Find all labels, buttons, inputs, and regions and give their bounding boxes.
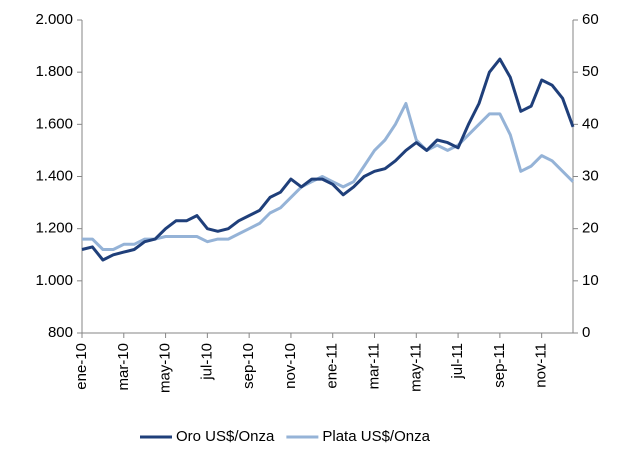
y-tick-label: 2.000 — [35, 11, 73, 28]
x-tick-label: sep-11 — [491, 343, 508, 388]
y2-tick-label: 50 — [582, 63, 599, 80]
y-tick-label: 800 — [48, 324, 73, 341]
series-line — [81, 57, 575, 262]
x-tick-label: may-10 — [157, 343, 174, 393]
y-tick-label: 1.200 — [35, 220, 73, 237]
y2-tick-label: 60 — [582, 11, 599, 28]
x-tick-label: nov-11 — [533, 343, 550, 388]
x-tick-label: jul-11 — [449, 343, 466, 380]
y2-tick-label: 0 — [582, 324, 590, 341]
legend-label: Plata US$/Onza — [322, 428, 430, 445]
x-tick-label: nov-10 — [282, 343, 299, 389]
x-tick-label: ene-10 — [73, 343, 90, 390]
y2-tick-label: 10 — [582, 272, 599, 289]
y-tick-label: 1.600 — [35, 115, 73, 132]
x-tick-label: mar-10 — [115, 343, 132, 391]
legend-label: Oro US$/Onza — [176, 428, 275, 445]
x-tick-label: mar-11 — [365, 343, 382, 389]
y-tick-label: 1.800 — [35, 63, 73, 80]
y2-tick-label: 40 — [582, 115, 599, 132]
x-tick-label: ene-11 — [324, 343, 341, 389]
x-tick-label: sep-10 — [240, 343, 257, 389]
y2-tick-label: 20 — [582, 220, 599, 237]
y-tick-label: 1.400 — [35, 167, 73, 184]
x-tick-label: may-11 — [407, 343, 424, 392]
x-tick-label: jul-10 — [198, 343, 215, 381]
series-line — [82, 102, 575, 251]
y-tick-label: 1.000 — [35, 272, 73, 289]
y2-tick-label: 30 — [582, 167, 599, 184]
